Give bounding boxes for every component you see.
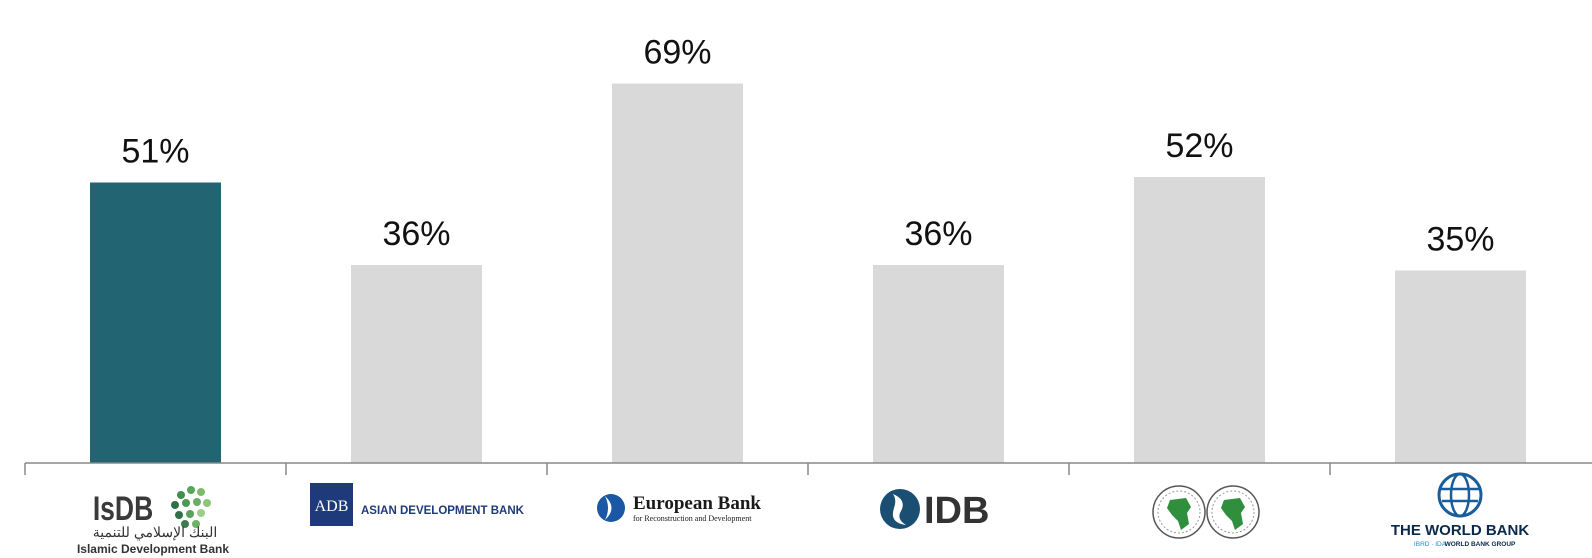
isdb-logo-subtitle: Islamic Development Bank: [77, 542, 229, 556]
adb-logo-box: [310, 483, 353, 526]
world-bank-logo-sub2: WORLD BANK GROUP: [1445, 541, 1516, 548]
globe-icon: [1437, 472, 1483, 518]
data-label-4: 36%: [904, 215, 972, 253]
adb-logo-name: ASIAN DEVELOPMENT BANK: [361, 505, 525, 517]
adb-logo: ADB ASIAN DEVELOPMENT BANK: [310, 483, 525, 526]
bar-3: [612, 83, 743, 463]
adb-logo-box-text: ADB: [315, 498, 349, 515]
category-logos: IsDB البنك الإسلامي للتنمية Islamic Deve…: [77, 472, 1529, 556]
data-label-1: 51%: [121, 133, 189, 171]
idb-logo-name: IDB: [924, 490, 989, 532]
world-bank-logo: THE WORLD BANK IBRD · IDA WORLD BANK GRO…: [1391, 472, 1529, 548]
ebrd-logo-subtitle: for Reconstruction and Development: [633, 514, 752, 523]
bar-2: [351, 265, 482, 463]
bar-5: [1134, 177, 1265, 463]
data-label-6: 35%: [1426, 221, 1494, 259]
data-label-3: 69%: [643, 34, 711, 72]
isdb-logo: IsDB البنك الإسلامي للتنمية Islamic Deve…: [77, 486, 229, 556]
isdb-logo-arabic: البنك الإسلامي للتنمية: [93, 524, 217, 541]
bars-group: [90, 83, 1526, 463]
world-bank-logo-sub1: IBRD · IDA: [1414, 541, 1447, 548]
idb-logo: IDB: [880, 489, 989, 532]
ebrd-logo-name: European Bank: [633, 493, 761, 514]
globe-dots-icon: [171, 486, 211, 528]
ebrd-logo: European Bank for Reconstruction and Dev…: [597, 493, 761, 523]
data-labels-group: 51% 36% 69% 36% 52% 35%: [121, 34, 1494, 259]
bar-1: [90, 182, 221, 463]
data-label-2: 36%: [382, 215, 450, 253]
isdb-logo-name: IsDB: [93, 490, 153, 528]
bar-4: [873, 265, 1004, 463]
world-bank-logo-name: THE WORLD BANK: [1391, 522, 1529, 539]
bar-6: [1395, 270, 1526, 463]
x-axis: [24, 462, 1592, 475]
data-label-5: 52%: [1165, 127, 1233, 165]
afdb-logo: [1152, 485, 1260, 539]
africa-seal-icon: [1152, 485, 1260, 539]
